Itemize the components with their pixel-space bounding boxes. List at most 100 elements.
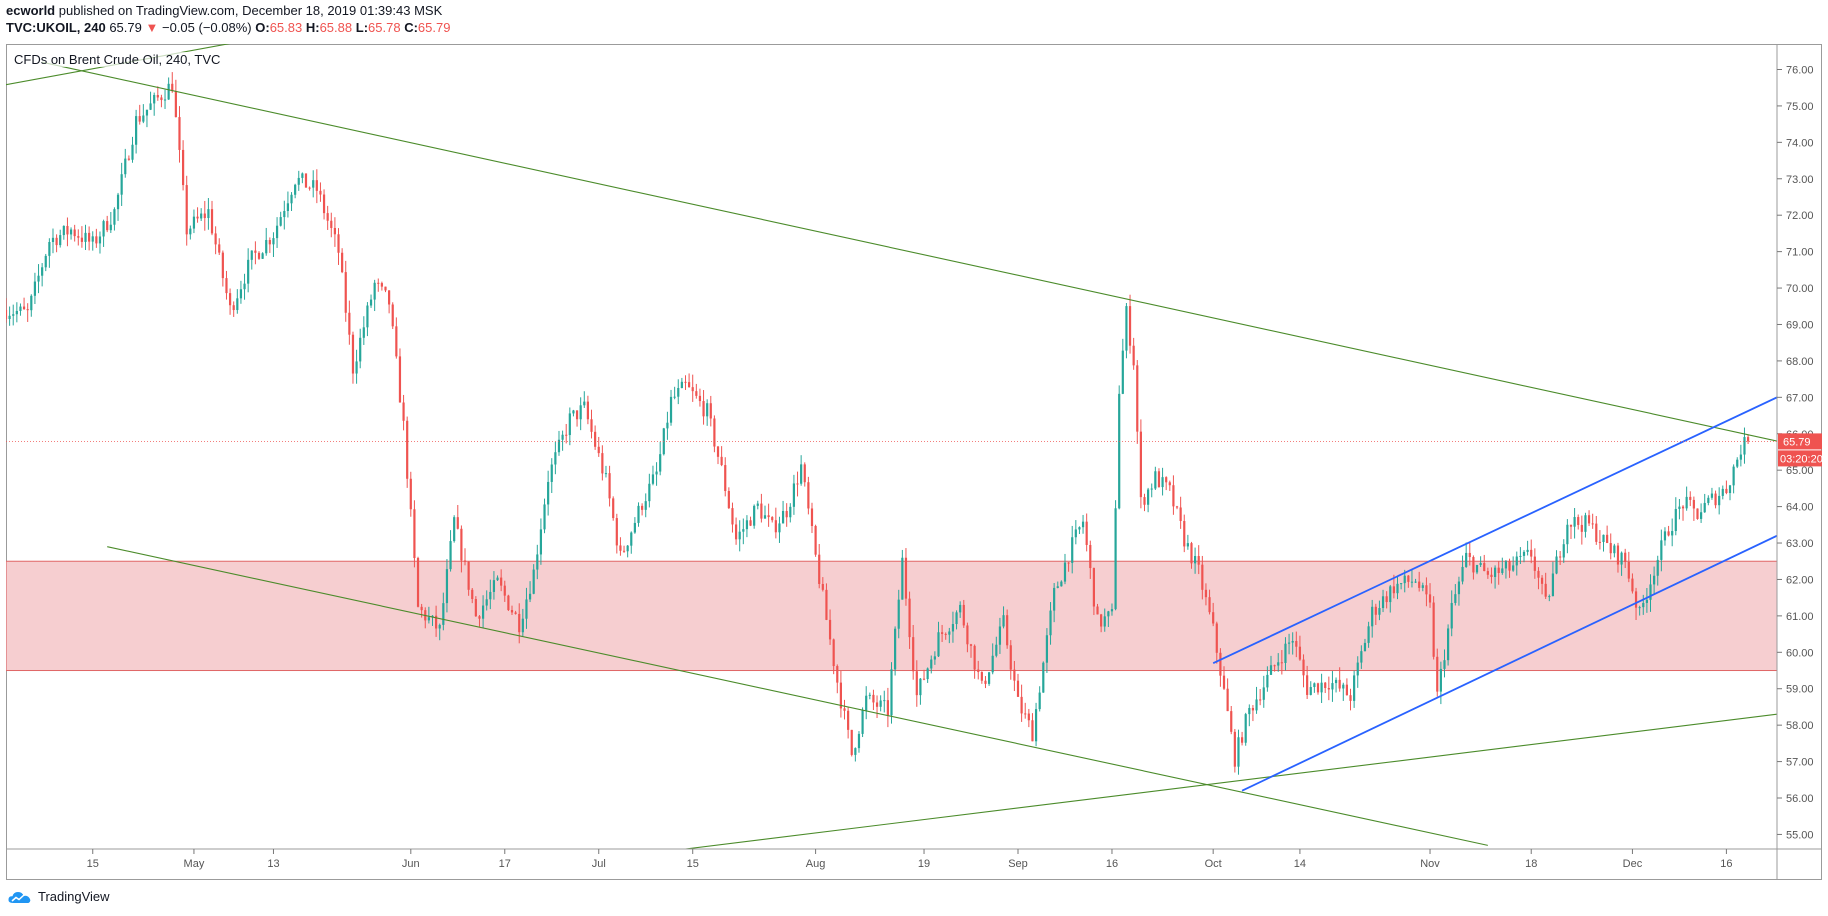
candle-body xyxy=(818,554,821,584)
candle-body xyxy=(377,282,380,284)
publisher-name[interactable]: ecworld xyxy=(6,3,56,18)
candle-body xyxy=(1363,642,1367,652)
candle-body xyxy=(894,628,897,670)
candle-body xyxy=(138,116,141,122)
candle-body xyxy=(1259,699,1262,701)
candle-body xyxy=(362,327,365,338)
candle-body xyxy=(1616,545,1620,565)
candle-body xyxy=(702,401,705,417)
candle-body xyxy=(1280,662,1283,664)
candle-body xyxy=(344,272,347,313)
candle-body xyxy=(301,173,304,178)
candle-body xyxy=(131,144,134,160)
candle-body xyxy=(1248,707,1251,715)
candle-body xyxy=(630,532,633,546)
footer-brand[interactable]: TradingView xyxy=(38,889,110,904)
candle-body xyxy=(1233,731,1236,767)
candle-body xyxy=(73,229,76,237)
price-tick-label: 57.00 xyxy=(1786,757,1814,769)
candle-body xyxy=(749,520,752,526)
candle-body xyxy=(879,700,882,707)
candle-body xyxy=(1566,524,1569,545)
chart-frame[interactable] xyxy=(6,44,1822,880)
candle-body xyxy=(1707,497,1710,503)
candle-body xyxy=(1063,562,1067,582)
candle-body xyxy=(608,473,611,499)
candle-body xyxy=(807,482,810,509)
candle-body xyxy=(919,678,922,696)
candle-body xyxy=(785,511,788,518)
candle-body xyxy=(95,236,98,244)
candle-body xyxy=(980,672,983,681)
time-tick-label: Aug xyxy=(806,858,826,870)
price-tick-label: 76.00 xyxy=(1786,64,1814,76)
candle-body xyxy=(1219,652,1222,676)
countdown-label: 03:20:20 xyxy=(1780,453,1823,465)
candle-body xyxy=(1627,561,1630,579)
candle-body xyxy=(1718,495,1721,506)
candle-body xyxy=(1284,643,1287,663)
candle-body xyxy=(1555,556,1558,574)
candle-body xyxy=(1295,640,1298,647)
price-tick-label: 71.00 xyxy=(1786,247,1814,259)
candle-body xyxy=(724,465,727,492)
candle-body xyxy=(1660,540,1663,560)
candle-body xyxy=(113,209,116,225)
candle-body xyxy=(489,591,492,600)
candle-body xyxy=(1016,680,1020,697)
candle-body xyxy=(1714,493,1717,506)
candle-body xyxy=(648,483,651,502)
time-tick-label: Oct xyxy=(1205,858,1222,870)
candle-body xyxy=(872,694,875,703)
candle-body xyxy=(1692,499,1695,509)
candle-body xyxy=(1562,544,1565,558)
candle-body xyxy=(290,194,293,204)
candle-body xyxy=(1736,459,1739,467)
candle-body xyxy=(583,401,586,406)
candle-body xyxy=(550,464,553,482)
candle-body xyxy=(279,217,282,226)
countdown-tag xyxy=(1778,450,1822,467)
price-tick-label: 68.00 xyxy=(1786,356,1814,368)
candle-body xyxy=(547,481,550,505)
candle-body xyxy=(1298,646,1302,660)
candle-body xyxy=(1273,665,1276,667)
open-label: O: xyxy=(255,20,270,35)
candle-body xyxy=(792,483,796,507)
candle-body xyxy=(1320,682,1323,693)
candle-body xyxy=(395,326,398,357)
candle-body xyxy=(1255,699,1258,711)
candle-body xyxy=(1540,577,1544,584)
time-tick-label: Jul xyxy=(592,858,606,870)
candle-body xyxy=(727,491,730,509)
candle-body xyxy=(1537,570,1540,578)
down-arrow-icon: ▼ xyxy=(145,20,159,35)
candle-body xyxy=(930,659,933,669)
candle-body xyxy=(619,545,622,551)
candle-body xyxy=(1663,531,1667,541)
candle-body xyxy=(948,631,951,635)
candle-body xyxy=(977,669,980,673)
candle-body xyxy=(41,267,44,276)
candle-body xyxy=(1703,502,1706,513)
candle-body xyxy=(160,97,163,101)
candle-body xyxy=(1038,692,1041,710)
candle-body xyxy=(1049,610,1052,636)
candle-body xyxy=(1522,551,1526,556)
candle-body xyxy=(388,290,391,305)
candle-body xyxy=(987,672,991,684)
candle-body xyxy=(1591,523,1594,525)
candle-body xyxy=(1103,616,1106,627)
candle-body xyxy=(391,304,394,327)
trend-line xyxy=(107,546,1488,846)
candle-body xyxy=(265,239,268,254)
candle-body xyxy=(789,506,792,518)
candle-body xyxy=(1602,534,1605,543)
candle-body xyxy=(312,180,315,188)
candle-body xyxy=(1371,606,1374,627)
candle-body xyxy=(406,420,409,479)
candle-body xyxy=(369,299,373,306)
time-tick-label: Jun xyxy=(402,858,420,870)
last-price-tag xyxy=(1778,433,1822,450)
